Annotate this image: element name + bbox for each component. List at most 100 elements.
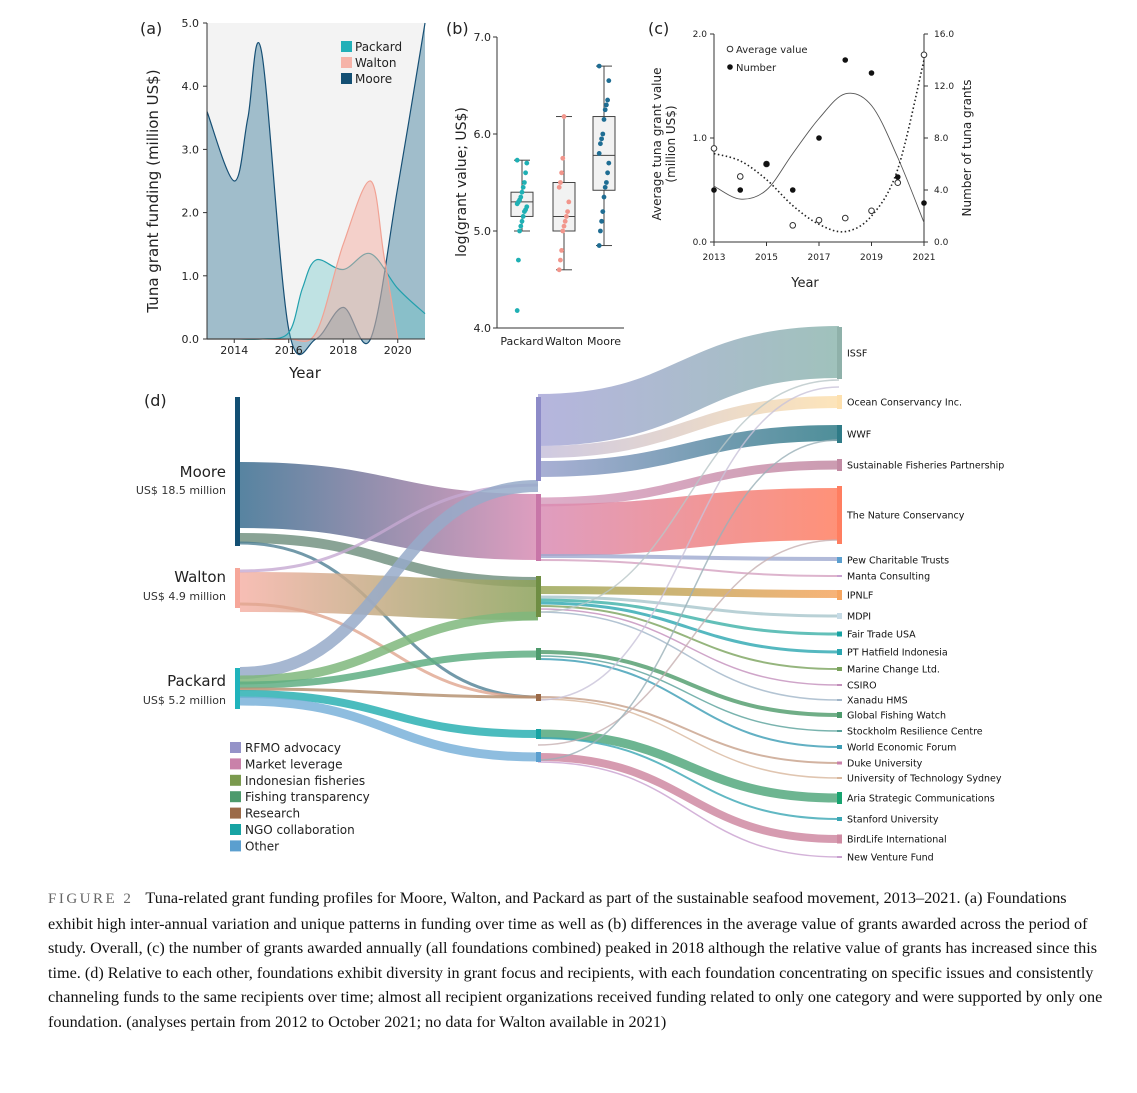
y-tick-label: 3.0 xyxy=(182,143,200,156)
panel-c-y-axis-label-left: Average tuna grant value(million US$) xyxy=(650,68,678,221)
number-point xyxy=(868,70,875,76)
legend-swatch xyxy=(230,742,241,753)
area-moore xyxy=(207,23,425,355)
figure-caption: FIGURE 2 Tuna-related grant funding profi… xyxy=(48,886,1108,1035)
recipient-label: Fair Trade USA xyxy=(847,630,916,641)
legend-swatch xyxy=(230,774,241,786)
number-point xyxy=(921,200,927,206)
panel-b-label: (b) xyxy=(446,19,469,38)
legend-marker-average xyxy=(726,45,734,53)
legend-swatch xyxy=(230,758,241,770)
flow-moore-research xyxy=(239,541,539,699)
node-ngo xyxy=(536,729,541,739)
flow-indonesian-mdpi xyxy=(537,595,840,618)
data-point xyxy=(605,97,610,103)
data-point xyxy=(598,141,603,147)
panel-a-plot xyxy=(206,22,426,356)
node-recipient xyxy=(837,817,842,821)
legend-swatch xyxy=(230,824,241,835)
y-tick-label-left: 2.0 xyxy=(693,30,708,40)
node-recipient xyxy=(837,761,842,765)
source-name-moore: Moore xyxy=(180,463,226,481)
average-point xyxy=(868,207,875,215)
recipient-label: Stanford University xyxy=(847,815,939,826)
node-recipient xyxy=(837,834,842,844)
recipient-label: Ocean Conservancy Inc. xyxy=(847,398,962,409)
data-point xyxy=(556,267,562,273)
node-recipient xyxy=(837,590,842,600)
panel-d-label: (d) xyxy=(144,391,167,410)
figure: (a) 0.0 1.0 2.0 3.0 4.0 5.0 2014 2016 2018 2020 T… xyxy=(136,17,1005,864)
panel-b-y-axis-label: log(grant value; US$) xyxy=(454,107,470,257)
flow-other-wwf xyxy=(537,439,840,761)
panel-a-x-axis-label: Year xyxy=(288,364,322,382)
flow-walton-indonesian xyxy=(239,572,539,620)
node-recipient xyxy=(837,745,842,749)
trend-number xyxy=(713,92,925,223)
y-label-line: (million US$) xyxy=(664,105,678,182)
node-recipient xyxy=(837,730,842,732)
data-point xyxy=(601,194,607,200)
flow-packard-transparency xyxy=(239,650,539,689)
x-tick-label: 2019 xyxy=(860,253,883,263)
panel-a-y-axis-label: Tuna grant funding (million US$) xyxy=(144,69,162,313)
data-point xyxy=(565,209,570,215)
average-point xyxy=(789,222,797,229)
x-tick-label: 2020 xyxy=(384,344,412,357)
data-point xyxy=(523,170,528,176)
y-tick-label: 1.0 xyxy=(182,270,200,283)
y-tick-label-left: 1.0 xyxy=(693,134,708,144)
panel-c-y-axis-label-right: Number of tuna grants xyxy=(960,80,974,217)
legend-marker-number xyxy=(727,64,733,70)
node-recipient xyxy=(837,699,842,701)
node-other xyxy=(536,752,541,762)
data-point xyxy=(558,180,563,185)
data-point xyxy=(522,180,527,185)
x-tick-label: Packard xyxy=(500,335,543,348)
flow-transparency-stockholm xyxy=(537,655,840,732)
recipient-label: Aria Strategic Communications xyxy=(847,794,995,805)
x-tick-label: 2018 xyxy=(329,344,357,357)
average-point xyxy=(710,145,718,152)
source-amount-packard: US$ 5.2 million xyxy=(143,694,226,707)
data-point xyxy=(596,243,602,248)
node-recipient xyxy=(837,684,842,686)
legend-label: Other xyxy=(245,839,279,853)
data-point xyxy=(558,257,563,263)
data-point xyxy=(516,257,521,263)
x-tick-label: 2014 xyxy=(220,344,248,357)
flow-rfmo-issf xyxy=(537,326,840,446)
data-point xyxy=(600,209,606,215)
node-recipient xyxy=(837,667,842,671)
data-point xyxy=(518,194,524,200)
box-walton xyxy=(552,182,576,232)
flow-rfmo-wwf xyxy=(537,425,840,477)
recipient-label: Marine Change Ltd. xyxy=(847,665,940,676)
recipient-label: Stockholm Resilience Centre xyxy=(847,727,983,738)
panel-b: (b) 4.0 5.0 6.0 7.0 Packard Walton Moore log(g… xyxy=(446,19,624,348)
y-label-line: Average tuna grant value xyxy=(650,68,664,221)
data-point xyxy=(604,102,609,108)
y-tick-label: 7.0 xyxy=(474,31,492,44)
number-point xyxy=(894,174,901,180)
data-point xyxy=(564,214,569,219)
legend-label-number: Number xyxy=(736,63,777,74)
data-point xyxy=(559,248,564,253)
legend-swatch xyxy=(230,791,241,803)
legend-label: Market leverage xyxy=(245,757,343,771)
number-point xyxy=(789,187,796,193)
y-tick-label-right: 8.0 xyxy=(934,134,949,144)
legend-label: Research xyxy=(245,807,300,821)
x-tick-label: 2021 xyxy=(913,253,936,263)
x-tick-label: 2017 xyxy=(808,253,831,263)
panel-b-plot xyxy=(510,63,616,313)
data-point xyxy=(520,214,526,219)
flow-packard-rfmo xyxy=(239,480,539,679)
x-tick-label: 2015 xyxy=(755,253,778,263)
data-point xyxy=(599,218,604,224)
figure-label: FIGURE 2 xyxy=(48,891,134,907)
node-recipient xyxy=(837,777,842,779)
node-recipient xyxy=(837,395,842,409)
y-tick-label: 4.0 xyxy=(474,322,492,335)
area-walton xyxy=(207,180,398,342)
